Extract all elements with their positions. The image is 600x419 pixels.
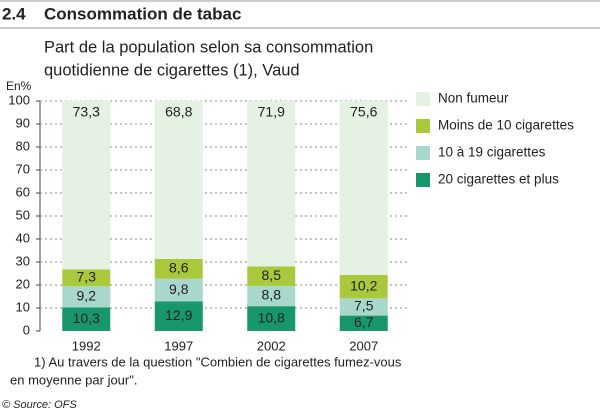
value-label: 10,8 xyxy=(258,309,285,325)
y-tick-label: 40 xyxy=(16,230,30,245)
bar-segment xyxy=(339,298,388,316)
bar-segment xyxy=(339,101,388,275)
y-unit: En% xyxy=(6,79,32,93)
legend-swatch xyxy=(416,92,430,106)
chart-subtitle: quotidienne de cigarettes (1), Vaud xyxy=(44,61,300,79)
bar-segment xyxy=(247,101,296,267)
value-label: 12,9 xyxy=(165,307,192,323)
value-label: 9,2 xyxy=(77,287,97,303)
bar-segment xyxy=(62,307,111,331)
y-tick-label: 70 xyxy=(16,161,30,176)
x-tick-label: 2007 xyxy=(349,338,378,353)
legend-label: 10 à 19 cigarettes xyxy=(438,145,546,160)
bar-segment xyxy=(154,301,203,331)
legend-label: Moins de 10 cigarettes xyxy=(438,118,574,133)
y-tick-label: 0 xyxy=(23,322,30,337)
value-label: 9,8 xyxy=(169,281,189,297)
value-label: 8,8 xyxy=(262,287,282,303)
value-label: 10,3 xyxy=(73,310,100,326)
bar-segment xyxy=(247,266,296,286)
y-tick-label: 20 xyxy=(16,276,30,291)
value-label: 8,6 xyxy=(169,260,189,276)
value-label: 68,8 xyxy=(165,103,192,119)
footnote: 1) Au travers de la question "Combien de… xyxy=(34,354,402,369)
bar-segment xyxy=(154,278,203,302)
value-label: 7,3 xyxy=(77,268,97,284)
x-tick-label: 2002 xyxy=(257,338,286,353)
value-label: 8,5 xyxy=(262,267,282,283)
chart-title: Consommation de tabac xyxy=(44,4,241,23)
value-label: 73,3 xyxy=(73,103,100,119)
y-tick-label: 10 xyxy=(16,299,30,314)
y-tick-label: 90 xyxy=(16,115,30,130)
value-label: 75,6 xyxy=(350,104,377,120)
y-tick-label: 80 xyxy=(16,138,30,153)
y-tick-label: 60 xyxy=(16,184,30,199)
value-label: 6,7 xyxy=(354,314,374,330)
bar-segment xyxy=(339,274,388,299)
bar-segment xyxy=(154,100,203,260)
bar-segment xyxy=(247,306,296,331)
bar-segment xyxy=(62,286,111,308)
source: © Source: OFS xyxy=(2,399,77,411)
footnote: en moyenne par jour". xyxy=(10,372,137,387)
legend-label: Non fumeur xyxy=(438,91,509,106)
legend-swatch xyxy=(416,119,430,133)
y-tick-label: 50 xyxy=(16,207,30,222)
y-tick-label: 30 xyxy=(16,253,30,268)
chart-number: 2.4 xyxy=(2,4,26,23)
chart-subtitle: Part de la population selon sa consommat… xyxy=(44,38,373,56)
y-tick-label: 100 xyxy=(8,92,30,107)
bar-segment xyxy=(154,259,203,279)
legend-swatch xyxy=(416,173,430,187)
legend-label: 20 cigarettes et plus xyxy=(438,172,559,187)
value-label: 7,5 xyxy=(354,298,374,314)
bar-segment xyxy=(62,269,111,287)
bar-segment xyxy=(247,285,296,307)
value-label: 10,2 xyxy=(350,277,377,293)
x-tick-label: 1997 xyxy=(164,338,193,353)
legend-swatch xyxy=(416,146,430,160)
bar-segment xyxy=(339,315,388,331)
bar-segment xyxy=(62,100,111,270)
x-tick-label: 1992 xyxy=(72,338,101,353)
value-label: 71,9 xyxy=(258,104,285,120)
